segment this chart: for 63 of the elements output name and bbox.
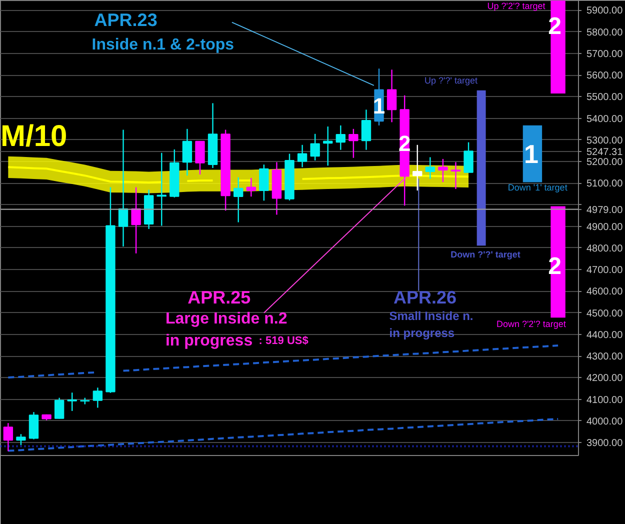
annotation: APR.26 bbox=[394, 288, 457, 308]
y-tick-label: 4000.00 bbox=[586, 416, 624, 428]
y-tick-label: 4500.00 bbox=[586, 308, 624, 320]
series-label: Up ?'2'? target bbox=[487, 0, 546, 11]
y-tick-label: 5300.00 bbox=[586, 135, 624, 146]
candlestick bbox=[3, 422, 14, 452]
candlestick bbox=[323, 126, 333, 166]
annotation: APR.23 bbox=[94, 10, 158, 30]
y-tick-label: 5800.00 bbox=[586, 27, 624, 38]
y-tick-label: 4400.00 bbox=[586, 330, 624, 341]
annotation: Down ?'?' target bbox=[450, 249, 520, 260]
candlestick bbox=[67, 392, 77, 412]
text: 1 bbox=[524, 138, 538, 169]
candlestick bbox=[92, 387, 103, 408]
y-tick-label: 4700.00 bbox=[586, 265, 624, 276]
y-tick-label: 3900.00 bbox=[586, 438, 624, 450]
candlestick bbox=[450, 162, 461, 190]
y-tick-label: 5500.00 bbox=[586, 92, 624, 104]
candlestick bbox=[182, 128, 192, 176]
y-tick-label: 4800.00 bbox=[586, 243, 624, 254]
y-tick-label: 5600.00 bbox=[586, 70, 624, 82]
annotation: in progress bbox=[389, 326, 455, 340]
annotation: APR.25 bbox=[188, 288, 251, 308]
y-tick-label: 5900.00 bbox=[586, 6, 624, 17]
y-tick-label: 5100.00 bbox=[586, 178, 624, 190]
candlestick bbox=[297, 144, 308, 168]
y-tick-label: 4600.00 bbox=[586, 286, 624, 298]
y-tick-label: 4300.00 bbox=[586, 352, 624, 363]
y-tick-label: 5247.31 bbox=[586, 146, 624, 158]
annotation: Small Inside n. bbox=[389, 308, 474, 323]
y-tick-label: 5200.00 bbox=[586, 157, 624, 168]
candlestick bbox=[464, 142, 474, 173]
candlestick bbox=[336, 124, 346, 150]
series-label: M/10 bbox=[0, 120, 68, 154]
candlestick bbox=[259, 164, 269, 202]
candlestick bbox=[425, 156, 436, 180]
annotation: Inside n.1 & 2-tops bbox=[92, 36, 234, 54]
candlestick bbox=[386, 69, 397, 123]
candlestick bbox=[195, 140, 205, 176]
line-series bbox=[7, 418, 560, 452]
y-tick-label: 4200.00 bbox=[586, 373, 624, 384]
y-tick-label: 5400.00 bbox=[586, 114, 624, 125]
y-tick-label: 4100.00 bbox=[586, 394, 624, 406]
annotation: : 519 US$ bbox=[258, 334, 308, 347]
series-label: Down ?'2'? target bbox=[496, 318, 566, 329]
candlestick bbox=[118, 129, 128, 248]
annotation: in progress bbox=[165, 332, 253, 350]
candlestick bbox=[234, 176, 244, 223]
candlestick bbox=[348, 128, 358, 158]
y-tick-label: 4900.00 bbox=[586, 222, 624, 233]
candlestick bbox=[438, 158, 448, 183]
candlestick bbox=[54, 397, 64, 420]
series-label: Down '1' target bbox=[508, 182, 568, 193]
candlestick bbox=[28, 411, 39, 440]
candlestick bbox=[361, 109, 372, 150]
series-label: Up ?'?' target bbox=[424, 75, 478, 86]
annotation: Large Inside n.2 bbox=[165, 310, 288, 328]
candlestick bbox=[310, 133, 320, 162]
candlestick bbox=[131, 186, 141, 254]
candlestick bbox=[246, 177, 256, 198]
y-tick-label: 4979.00 bbox=[586, 204, 624, 216]
y-tick-label: 5700.00 bbox=[586, 48, 624, 60]
candlestick bbox=[16, 434, 26, 446]
